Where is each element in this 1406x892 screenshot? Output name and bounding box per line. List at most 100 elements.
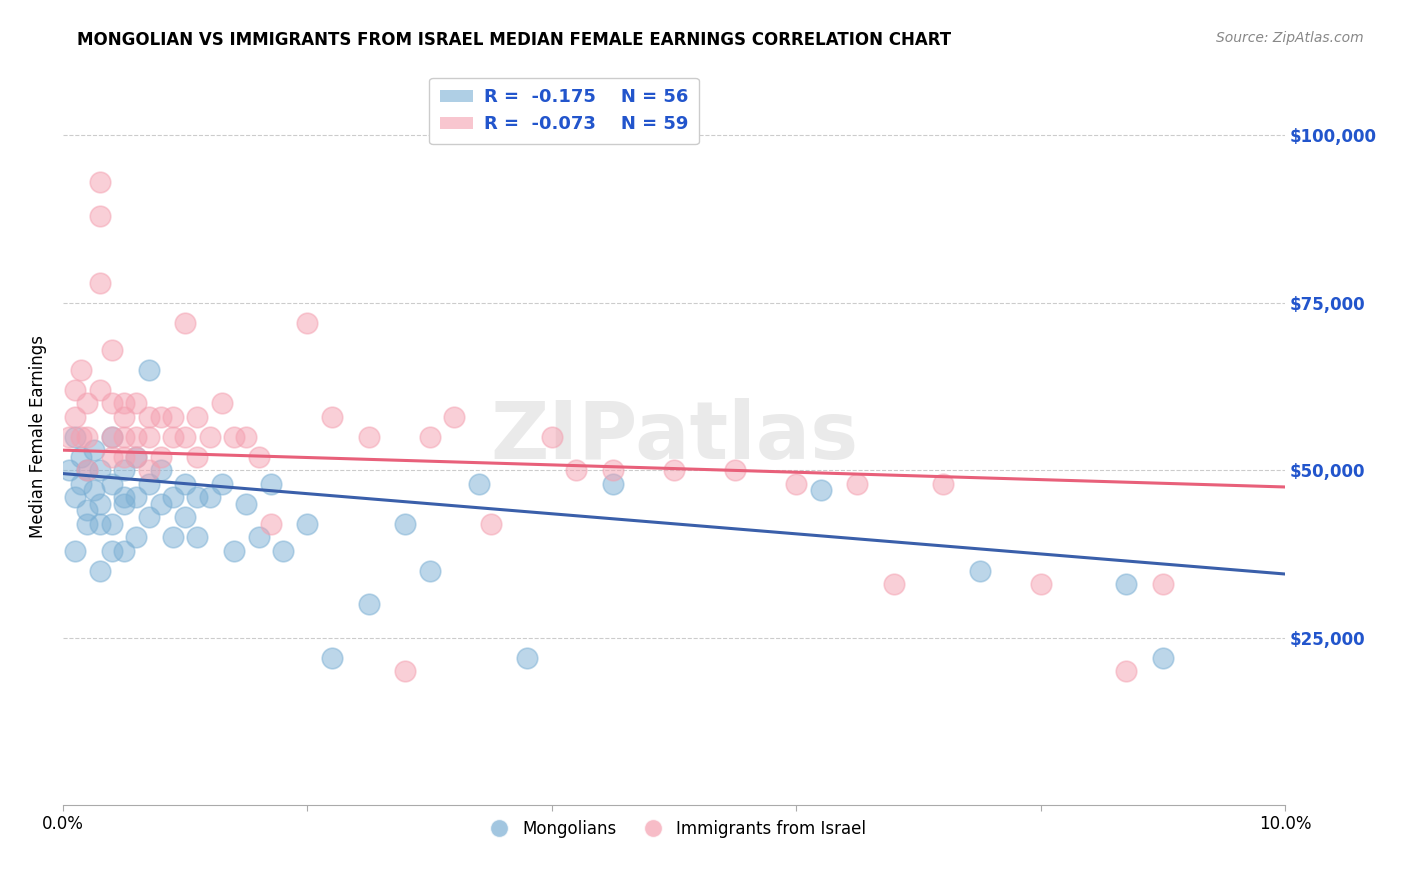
Point (198, 430, 221, 444)
Point (883, 577, 905, 591)
Point (1115, 664, 1137, 678)
Point (101, 516, 124, 531)
Point (443, 409, 465, 424)
Point (76, 430, 98, 444)
Point (138, 510, 160, 524)
Point (321, 409, 343, 424)
Point (101, 396, 124, 410)
Point (89, 564, 111, 578)
Point (89, 276, 111, 290)
Point (89, 463, 111, 477)
Point (224, 430, 246, 444)
Point (1152, 650, 1174, 665)
Point (602, 476, 624, 491)
Point (297, 316, 319, 330)
Point (260, 476, 283, 491)
Y-axis label: Median Female Earnings: Median Female Earnings (30, 335, 46, 538)
Point (76, 463, 98, 477)
Point (112, 450, 135, 464)
Point (138, 363, 160, 377)
Point (112, 396, 135, 410)
Point (321, 650, 343, 665)
Point (260, 516, 283, 531)
Point (65, 430, 87, 444)
Point (174, 510, 197, 524)
Point (89, 497, 111, 511)
Point (125, 530, 148, 544)
Point (602, 463, 624, 477)
Point (101, 430, 124, 444)
Point (932, 476, 955, 491)
Point (101, 430, 124, 444)
Legend: Mongolians, Immigrants from Israel: Mongolians, Immigrants from Israel (475, 814, 873, 845)
Point (186, 490, 208, 504)
Point (112, 497, 135, 511)
Point (1115, 577, 1137, 591)
Point (162, 409, 184, 424)
Point (112, 490, 135, 504)
Point (565, 463, 588, 477)
Text: MONGOLIAN VS IMMIGRANTS FROM ISRAEL MEDIAN FEMALE EARNINGS CORRELATION CHART: MONGOLIAN VS IMMIGRANTS FROM ISRAEL MEDI… (77, 31, 952, 49)
Point (394, 516, 416, 531)
Point (662, 463, 685, 477)
Point (810, 483, 832, 498)
Point (211, 396, 233, 410)
Point (125, 396, 148, 410)
Point (58, 430, 80, 444)
Point (467, 476, 489, 491)
Point (224, 543, 246, 558)
Point (186, 409, 208, 424)
Point (174, 476, 197, 491)
Point (70, 363, 93, 377)
Text: Source: ZipAtlas.com: Source: ZipAtlas.com (1216, 31, 1364, 45)
Point (76, 396, 98, 410)
Point (138, 476, 160, 491)
Point (479, 516, 502, 531)
Point (211, 476, 233, 491)
Point (357, 597, 380, 611)
Point (149, 409, 172, 424)
Point (1152, 577, 1174, 591)
Text: ZIPatlas: ZIPatlas (489, 398, 858, 475)
Point (65, 383, 87, 397)
Point (138, 409, 160, 424)
Point (89, 175, 111, 189)
Point (149, 463, 172, 477)
Point (297, 516, 319, 531)
Point (186, 450, 208, 464)
Point (540, 430, 562, 444)
Point (112, 543, 135, 558)
Point (235, 497, 257, 511)
Point (70, 430, 93, 444)
Point (83, 483, 105, 498)
Point (235, 430, 257, 444)
Point (101, 543, 124, 558)
Point (70, 476, 93, 491)
Point (65, 409, 87, 424)
Point (149, 450, 172, 464)
Point (125, 490, 148, 504)
Point (271, 543, 294, 558)
Point (83, 443, 105, 458)
Point (76, 463, 98, 477)
Point (162, 430, 184, 444)
Point (247, 450, 270, 464)
Point (162, 530, 184, 544)
Point (112, 430, 135, 444)
Point (419, 564, 441, 578)
Point (1029, 577, 1052, 591)
Point (785, 476, 807, 491)
Point (65, 490, 87, 504)
Point (76, 503, 98, 517)
Point (394, 664, 416, 678)
Point (186, 530, 208, 544)
Point (149, 497, 172, 511)
Point (112, 463, 135, 477)
Point (101, 343, 124, 357)
Point (138, 430, 160, 444)
Point (89, 516, 111, 531)
Point (846, 476, 869, 491)
Point (125, 450, 148, 464)
Point (58, 463, 80, 477)
Point (65, 543, 87, 558)
